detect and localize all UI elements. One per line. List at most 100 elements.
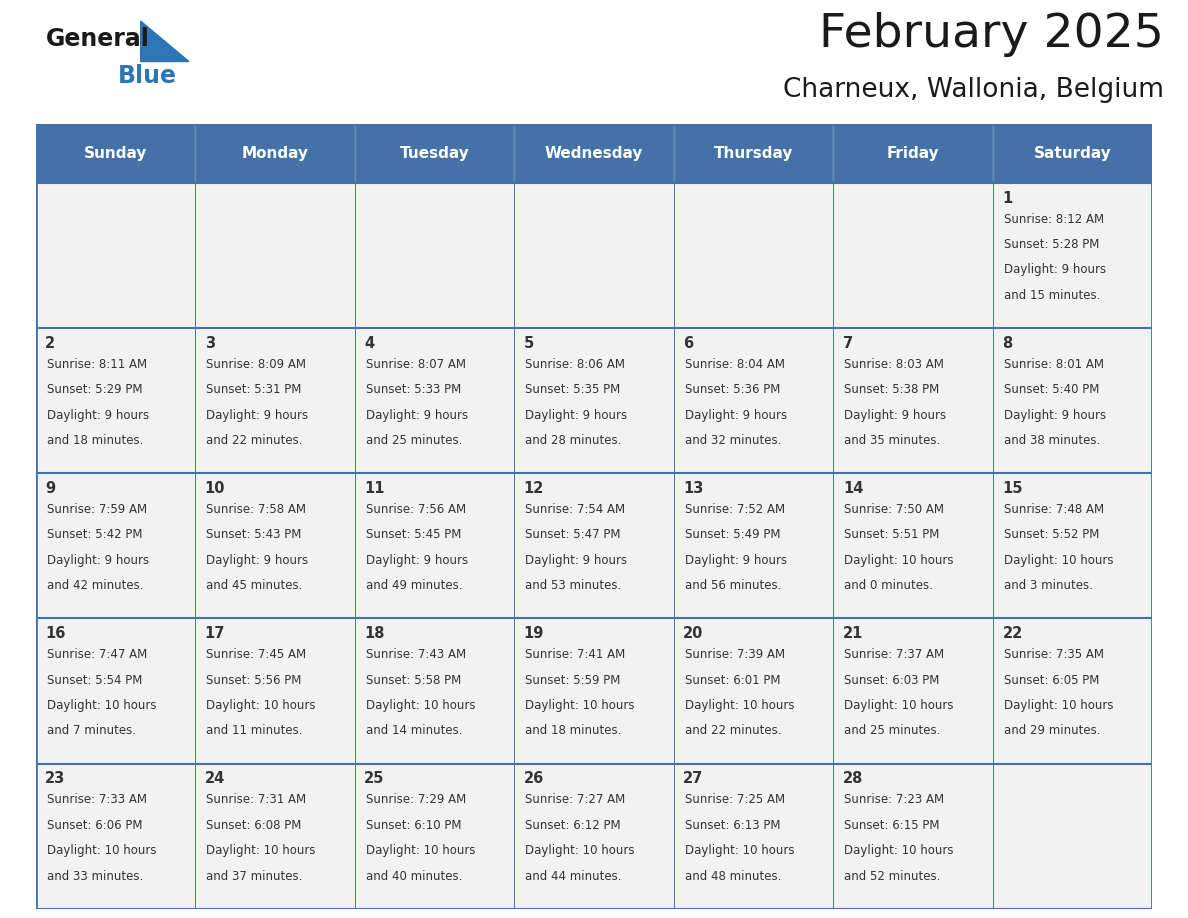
Text: and 28 minutes.: and 28 minutes. (525, 434, 621, 447)
Text: Sunrise: 7:27 AM: Sunrise: 7:27 AM (525, 793, 626, 806)
Text: 5: 5 (524, 336, 535, 351)
Text: Sunrise: 8:04 AM: Sunrise: 8:04 AM (685, 358, 785, 371)
Text: 15: 15 (1003, 481, 1023, 496)
Text: Sunset: 6:05 PM: Sunset: 6:05 PM (1004, 674, 1099, 687)
Text: 10: 10 (204, 481, 226, 496)
Polygon shape (140, 21, 189, 62)
Text: 2: 2 (45, 336, 56, 351)
Text: Daylight: 10 hours: Daylight: 10 hours (46, 700, 157, 712)
Bar (355, 328, 514, 473)
Text: Sunrise: 7:43 AM: Sunrise: 7:43 AM (366, 648, 466, 661)
Text: 14: 14 (842, 481, 864, 496)
Text: and 48 minutes.: and 48 minutes. (685, 869, 782, 883)
Text: Sunset: 6:10 PM: Sunset: 6:10 PM (366, 819, 461, 832)
Text: 6: 6 (683, 336, 694, 351)
Text: Sunset: 6:01 PM: Sunset: 6:01 PM (685, 674, 781, 687)
Bar (993, 764, 1152, 909)
Bar (195, 328, 355, 473)
Text: and 0 minutes.: and 0 minutes. (845, 579, 934, 592)
Text: Sunrise: 7:23 AM: Sunrise: 7:23 AM (845, 793, 944, 806)
Text: and 29 minutes.: and 29 minutes. (1004, 724, 1100, 737)
Text: 22: 22 (1003, 626, 1023, 642)
Text: Sunset: 5:31 PM: Sunset: 5:31 PM (207, 383, 302, 397)
Bar (514, 473, 674, 619)
Text: and 14 minutes.: and 14 minutes. (366, 724, 462, 737)
Text: and 25 minutes.: and 25 minutes. (845, 724, 941, 737)
Bar (993, 619, 1152, 764)
Text: Sunrise: 7:37 AM: Sunrise: 7:37 AM (845, 648, 944, 661)
Text: Wednesday: Wednesday (545, 146, 643, 161)
Text: Daylight: 9 hours: Daylight: 9 hours (46, 554, 148, 566)
Bar (993, 473, 1152, 619)
Text: Daylight: 10 hours: Daylight: 10 hours (525, 700, 634, 712)
Text: 9: 9 (45, 481, 56, 496)
Text: Sunrise: 7:29 AM: Sunrise: 7:29 AM (366, 793, 466, 806)
Text: and 33 minutes.: and 33 minutes. (46, 869, 143, 883)
Text: and 32 minutes.: and 32 minutes. (685, 434, 782, 447)
Text: 27: 27 (683, 771, 703, 787)
Text: 16: 16 (45, 626, 65, 642)
Text: Saturday: Saturday (1034, 146, 1112, 161)
Text: Sunrise: 7:58 AM: Sunrise: 7:58 AM (207, 503, 307, 516)
Text: 8: 8 (1003, 336, 1012, 351)
Text: Sunrise: 7:33 AM: Sunrise: 7:33 AM (46, 793, 147, 806)
Text: and 53 minutes.: and 53 minutes. (525, 579, 621, 592)
Text: Daylight: 10 hours: Daylight: 10 hours (845, 700, 954, 712)
Bar (674, 764, 833, 909)
Text: 18: 18 (365, 626, 385, 642)
Text: Daylight: 10 hours: Daylight: 10 hours (845, 554, 954, 566)
Text: Sunset: 5:29 PM: Sunset: 5:29 PM (46, 383, 143, 397)
Text: Sunset: 5:33 PM: Sunset: 5:33 PM (366, 383, 461, 397)
Text: Daylight: 9 hours: Daylight: 9 hours (685, 554, 788, 566)
Text: 1: 1 (1003, 191, 1012, 206)
Text: Sunset: 5:49 PM: Sunset: 5:49 PM (685, 529, 781, 542)
Text: Daylight: 10 hours: Daylight: 10 hours (845, 845, 954, 857)
Text: Daylight: 9 hours: Daylight: 9 hours (207, 409, 309, 421)
Text: and 22 minutes.: and 22 minutes. (207, 434, 303, 447)
Bar (355, 764, 514, 909)
Text: Tuesday: Tuesday (399, 146, 469, 161)
Text: Sunset: 5:47 PM: Sunset: 5:47 PM (525, 529, 621, 542)
Text: Daylight: 10 hours: Daylight: 10 hours (685, 700, 795, 712)
Text: Sunset: 6:08 PM: Sunset: 6:08 PM (207, 819, 302, 832)
Text: Sunset: 6:06 PM: Sunset: 6:06 PM (46, 819, 143, 832)
Text: Daylight: 10 hours: Daylight: 10 hours (207, 700, 316, 712)
Text: Sunrise: 8:11 AM: Sunrise: 8:11 AM (46, 358, 147, 371)
Text: Daylight: 9 hours: Daylight: 9 hours (845, 409, 947, 421)
Bar (36, 328, 195, 473)
Text: Sunrise: 7:59 AM: Sunrise: 7:59 AM (46, 503, 147, 516)
Text: Sunset: 5:28 PM: Sunset: 5:28 PM (1004, 238, 1099, 251)
Text: Daylight: 10 hours: Daylight: 10 hours (525, 845, 634, 857)
Text: Sunrise: 7:31 AM: Sunrise: 7:31 AM (207, 793, 307, 806)
Text: Daylight: 10 hours: Daylight: 10 hours (366, 700, 475, 712)
Text: 25: 25 (365, 771, 385, 787)
Text: Sunset: 6:13 PM: Sunset: 6:13 PM (685, 819, 781, 832)
Bar (355, 473, 514, 619)
Bar (355, 183, 514, 328)
Text: 12: 12 (524, 481, 544, 496)
Bar (833, 619, 993, 764)
Text: Sunrise: 7:48 AM: Sunrise: 7:48 AM (1004, 503, 1104, 516)
Text: Thursday: Thursday (714, 146, 794, 161)
Text: Sunset: 5:51 PM: Sunset: 5:51 PM (845, 529, 940, 542)
Bar (514, 328, 674, 473)
Text: Sunrise: 7:39 AM: Sunrise: 7:39 AM (685, 648, 785, 661)
Text: and 11 minutes.: and 11 minutes. (207, 724, 303, 737)
Bar (833, 183, 993, 328)
Text: and 15 minutes.: and 15 minutes. (1004, 289, 1100, 302)
Text: Sunday: Sunday (83, 146, 147, 161)
Text: Sunset: 5:58 PM: Sunset: 5:58 PM (366, 674, 461, 687)
Text: and 18 minutes.: and 18 minutes. (525, 724, 621, 737)
Bar (993, 183, 1152, 328)
Text: Sunset: 5:56 PM: Sunset: 5:56 PM (207, 674, 302, 687)
Text: Sunrise: 7:35 AM: Sunrise: 7:35 AM (1004, 648, 1104, 661)
Text: Sunset: 5:40 PM: Sunset: 5:40 PM (1004, 383, 1099, 397)
Text: Daylight: 9 hours: Daylight: 9 hours (366, 554, 468, 566)
Text: Sunrise: 8:03 AM: Sunrise: 8:03 AM (845, 358, 944, 371)
Bar (833, 473, 993, 619)
Text: Sunrise: 8:01 AM: Sunrise: 8:01 AM (1004, 358, 1104, 371)
Text: 24: 24 (204, 771, 225, 787)
Text: and 22 minutes.: and 22 minutes. (685, 724, 782, 737)
Bar (195, 619, 355, 764)
Text: Sunrise: 8:09 AM: Sunrise: 8:09 AM (207, 358, 307, 371)
